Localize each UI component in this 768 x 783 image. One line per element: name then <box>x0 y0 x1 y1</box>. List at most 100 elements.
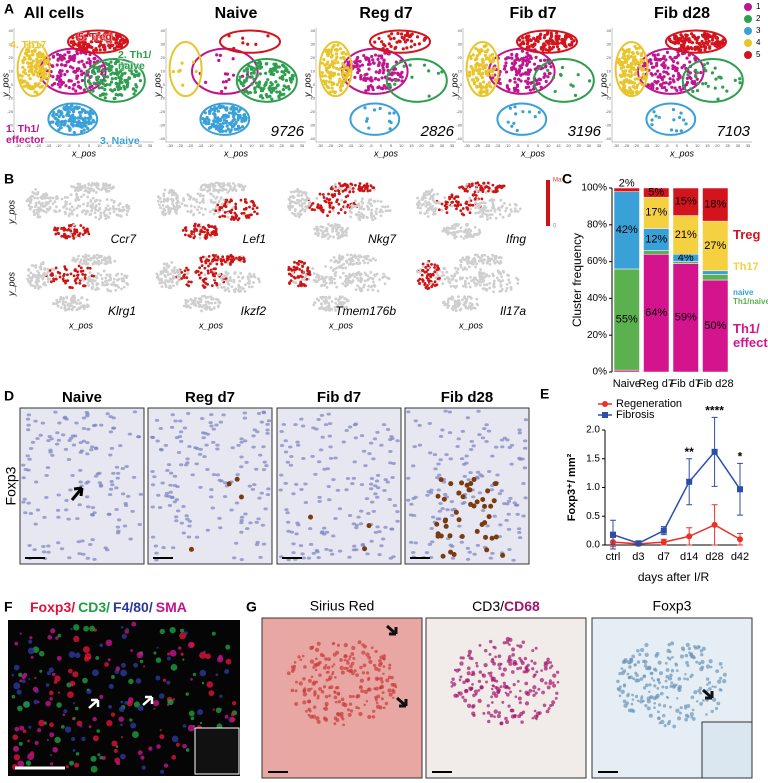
cell-dot <box>334 187 338 191</box>
cell-dot <box>299 190 303 193</box>
cell-dot <box>474 265 478 269</box>
cell-dot <box>362 54 366 58</box>
cell-dot <box>695 71 700 75</box>
cell-dot <box>324 233 328 237</box>
cell-dot <box>315 297 319 301</box>
cell-dot <box>29 64 34 68</box>
cell-dot <box>33 196 37 200</box>
cell-dot <box>216 203 220 207</box>
cell-dot <box>660 63 664 67</box>
cell-dot <box>542 36 547 40</box>
cell-dot <box>166 280 170 284</box>
x-tick-label: -10 <box>56 143 63 148</box>
cell-dot <box>75 194 79 198</box>
cluster-outline <box>465 40 500 98</box>
cell-dot <box>397 39 401 43</box>
cell-dot <box>484 191 488 194</box>
cell-dot <box>300 193 304 197</box>
cell-dot <box>68 128 72 132</box>
cell-dot <box>500 275 504 279</box>
x-tick-label: 5 <box>240 143 243 148</box>
cell-dot <box>281 74 285 78</box>
cell-dot <box>73 279 77 283</box>
cell-dot <box>465 200 469 204</box>
cell-dot <box>388 127 392 131</box>
cell-dot <box>224 79 228 84</box>
cell-dot <box>134 89 138 93</box>
cell-dot <box>55 228 59 232</box>
cell-dot <box>29 283 33 287</box>
cell-dot <box>241 36 245 40</box>
cell-dot <box>524 55 529 59</box>
cell-dot <box>331 209 335 213</box>
cell-dot <box>320 306 324 310</box>
cell-dot <box>471 235 475 239</box>
cell-dot <box>688 60 692 64</box>
cell-dot <box>483 283 486 287</box>
cell-dot <box>372 284 376 288</box>
cell-dot <box>344 72 348 76</box>
cell-dot <box>114 76 118 81</box>
cell-dot <box>625 48 629 52</box>
cell-dot <box>204 207 207 211</box>
cell-dot <box>337 211 340 215</box>
panel-title: Naive <box>215 5 258 22</box>
legend-swatch <box>744 39 752 47</box>
cell-dot <box>72 295 76 299</box>
y-tick-label: 40 <box>161 28 166 33</box>
cell-dot <box>80 78 85 83</box>
x-tick-label: -10 <box>505 143 512 148</box>
cell-dot <box>227 189 231 193</box>
cell-dot <box>353 60 357 64</box>
cell-dot <box>163 274 167 277</box>
cell-dot <box>553 89 557 94</box>
cell-dot <box>82 88 86 92</box>
cell-dot <box>481 59 485 63</box>
cell-dot <box>233 107 237 111</box>
cell-dot <box>534 55 538 59</box>
cell-dot <box>43 195 47 199</box>
cell-dot <box>213 120 218 124</box>
cell-dot <box>258 60 262 65</box>
cell-dot <box>167 206 171 209</box>
cell-dot <box>475 203 479 207</box>
cell-dot <box>162 266 166 270</box>
cell-dot <box>478 201 482 205</box>
cell-dot <box>76 276 79 280</box>
x-tick-label: 35 <box>300 143 305 148</box>
cell-dot <box>194 296 197 300</box>
cell-dot <box>34 65 38 70</box>
cell-dot <box>293 260 296 264</box>
y-tick-label: 30 <box>311 42 316 47</box>
cell-dot <box>75 74 79 78</box>
cell-dot <box>112 277 116 281</box>
cell-dot <box>77 254 80 258</box>
cell-dot <box>241 125 245 129</box>
cell-dot <box>31 72 35 76</box>
cell-dot <box>403 40 408 44</box>
cell-dot <box>298 267 302 271</box>
cell-dot <box>79 301 82 305</box>
cell-dot <box>427 207 430 211</box>
cell-dot <box>347 280 351 284</box>
cell-dot <box>107 43 111 48</box>
cell-dot <box>56 231 60 235</box>
cell-dot <box>329 259 333 262</box>
cell-dot <box>53 200 57 203</box>
cell-dot <box>23 79 27 83</box>
cell-dot <box>115 70 119 74</box>
cell-dot <box>468 285 472 289</box>
cell-dot <box>503 201 506 205</box>
cell-dot <box>483 53 488 58</box>
cell-dot <box>627 56 631 60</box>
cell-dot <box>70 205 74 209</box>
cell-dot <box>235 256 238 260</box>
cell-dot <box>200 309 203 313</box>
cell-dot <box>469 235 473 238</box>
cell-dot <box>453 236 457 240</box>
cell-dot <box>342 80 346 84</box>
cell-dot <box>76 273 80 277</box>
cell-dot <box>348 190 352 194</box>
cell-dot <box>491 56 495 60</box>
cell-dot <box>95 276 99 280</box>
